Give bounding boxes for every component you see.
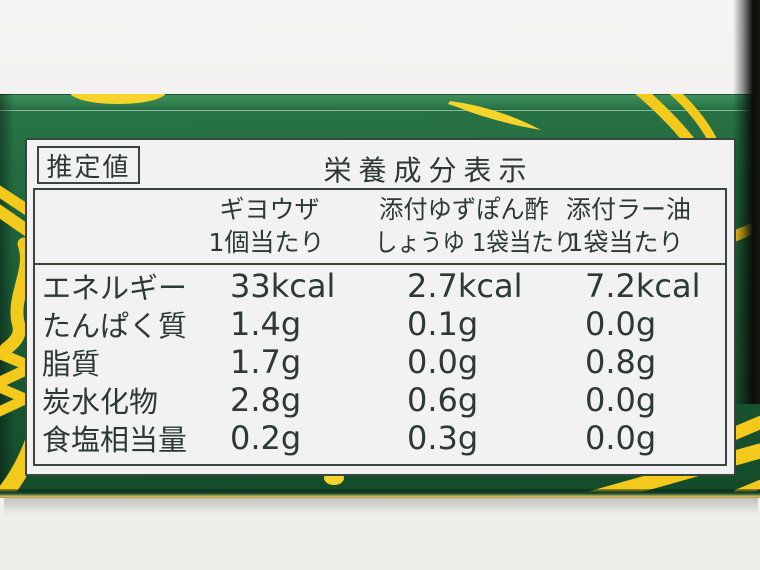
column-header-line: ギヨウザ xyxy=(219,195,320,224)
table-row-carbohydrate: 炭水化物 2.8g 0.6g 0.0g xyxy=(35,379,725,419)
row-value: 0.3g xyxy=(407,419,479,457)
estimated-value-badge: 推定値 xyxy=(37,146,140,184)
row-value: 0.0g xyxy=(407,343,479,381)
table-header-row: ギヨウザ 1個当たり 添付ゆずぽん酢 しょうゆ 1袋当たり 添付ラー油 1袋当た… xyxy=(35,190,725,265)
table-body: エネルギー 33kcal 2.7kcal 7.2kcal たんぱく質 1.4g … xyxy=(35,265,725,464)
row-label: エネルギー xyxy=(42,271,188,305)
column-header-line: 添付ゆずぽん酢 xyxy=(379,195,549,224)
row-value: 2.8g xyxy=(230,381,302,419)
column-header-line: 1個当たり xyxy=(208,228,325,257)
table-row-protein: たんぱく質 1.4g 0.1g 0.0g xyxy=(35,303,725,343)
nutrition-facts-title: 栄養成分表示 xyxy=(323,154,534,187)
row-value: 7.2kcal xyxy=(585,267,701,305)
package-top-fold xyxy=(0,94,760,111)
row-label: 脂質 xyxy=(42,347,101,381)
row-value: 1.7g xyxy=(230,343,302,381)
row-label: 食塩相当量 xyxy=(42,423,188,457)
nutrition-table: ギヨウザ 1個当たり 添付ゆずぽん酢 しょうゆ 1袋当たり 添付ラー油 1袋当た… xyxy=(33,188,727,466)
row-label: 炭水化物 xyxy=(42,385,159,419)
row-label: たんぱく質 xyxy=(42,309,188,343)
package-right-edge-shadow xyxy=(733,0,760,404)
table-row-salt: 食塩相当量 0.2g 0.3g 0.0g xyxy=(35,417,725,457)
row-value: 33kcal xyxy=(230,267,336,305)
nutrition-label: 推定値 栄養成分表示 ギヨウザ 1個当たり 添付ゆずぽん酢 しょうゆ 1袋当たり… xyxy=(25,138,736,476)
column-header-yuzu-ponzu: 添付ゆずぽん酢 しょうゆ 1袋当たり xyxy=(375,190,576,263)
row-value: 0.2g xyxy=(230,419,302,457)
package-left-shade xyxy=(0,94,14,498)
row-value: 1.4g xyxy=(230,305,302,343)
row-value: 0.0g xyxy=(585,419,657,457)
table-row-energy: エネルギー 33kcal 2.7kcal 7.2kcal xyxy=(35,265,725,305)
column-header-line: しょうゆ 1袋当たり xyxy=(374,228,577,257)
row-value: 0.1g xyxy=(407,305,479,343)
row-value: 0.6g xyxy=(407,381,479,419)
package-bottom-edge xyxy=(0,489,760,498)
row-value: 0.0g xyxy=(585,305,657,343)
table-row-fat: 脂質 1.7g 0.0g 0.8g xyxy=(35,341,725,381)
row-value: 0.0g xyxy=(585,381,657,419)
column-header-gyoza: ギヨウザ 1個当たり xyxy=(205,190,382,263)
package-drop-shadow xyxy=(4,498,758,515)
column-header-line: 添付ラー油 xyxy=(565,195,691,224)
column-header-chili-oil: 添付ラー油 1袋当たり xyxy=(560,190,725,263)
column-header-line: 1袋当たり xyxy=(567,228,684,257)
row-value: 0.8g xyxy=(585,343,657,381)
row-value: 2.7kcal xyxy=(407,267,523,305)
